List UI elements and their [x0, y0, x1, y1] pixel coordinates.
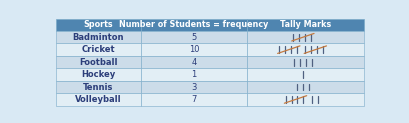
Bar	[247, 43, 363, 56]
Text: Tally Marks: Tally Marks	[279, 20, 330, 29]
Bar	[247, 68, 363, 81]
Bar	[56, 19, 140, 31]
Text: Football: Football	[79, 58, 117, 67]
Bar	[140, 56, 247, 68]
Bar	[56, 56, 140, 68]
Bar	[247, 19, 363, 31]
Text: Number of Students = frequency: Number of Students = frequency	[119, 20, 268, 29]
Bar	[247, 31, 363, 43]
Text: 4: 4	[191, 58, 196, 67]
Text: Hockey: Hockey	[81, 70, 115, 79]
Text: 5: 5	[191, 33, 196, 42]
Bar	[56, 93, 140, 106]
Text: Volleyball: Volleyball	[75, 95, 121, 104]
Bar	[247, 81, 363, 93]
Bar	[247, 93, 363, 106]
Text: 10: 10	[188, 45, 199, 54]
Text: 1: 1	[191, 70, 196, 79]
Bar	[140, 31, 247, 43]
Text: Cricket: Cricket	[81, 45, 115, 54]
Bar	[140, 93, 247, 106]
Bar	[140, 68, 247, 81]
Text: 7: 7	[191, 95, 196, 104]
Text: Tennis: Tennis	[83, 83, 113, 92]
Bar	[56, 81, 140, 93]
Bar	[247, 56, 363, 68]
Bar	[140, 19, 247, 31]
Bar	[56, 43, 140, 56]
Bar	[140, 43, 247, 56]
Bar	[140, 81, 247, 93]
Bar	[56, 31, 140, 43]
Text: Badminton: Badminton	[72, 33, 124, 42]
Text: Sports: Sports	[83, 20, 113, 29]
Bar	[56, 68, 140, 81]
Text: 3: 3	[191, 83, 196, 92]
